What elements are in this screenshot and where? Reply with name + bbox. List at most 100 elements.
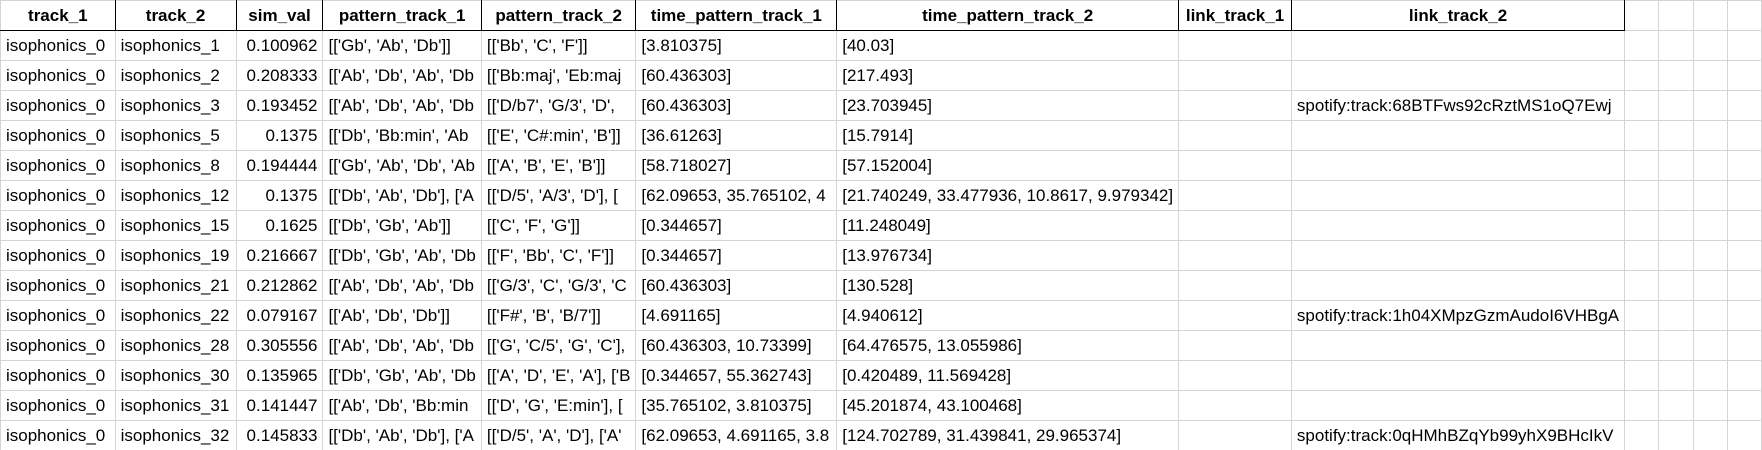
empty-cell[interactable] <box>1727 300 1762 331</box>
empty-cell[interactable] <box>1692 210 1729 241</box>
empty-cell[interactable] <box>1658 390 1694 421</box>
empty-cell[interactable] <box>1727 150 1762 181</box>
column-header-time-pattern-track-1[interactable]: time_pattern_track_1 <box>635 0 838 31</box>
empty-cell[interactable] <box>1692 420 1729 450</box>
empty-cell[interactable] <box>1624 180 1660 211</box>
cell-track-2[interactable]: isophonics_19 <box>114 240 237 271</box>
column-header-link-track-1[interactable]: link_track_1 <box>1178 0 1292 31</box>
cell-pattern-track-2[interactable]: [['G', 'C/5', 'G', 'C'], <box>480 330 637 361</box>
cell-pattern-track-2[interactable]: [['G/3', 'C', 'G/3', 'C <box>480 270 637 301</box>
empty-cell[interactable] <box>1624 300 1660 331</box>
cell-time-pattern-track-1[interactable]: [58.718027] <box>635 150 838 181</box>
cell-track-1[interactable]: isophonics_0 <box>0 120 116 151</box>
cell-track-1[interactable]: isophonics_0 <box>0 240 116 271</box>
cell-link-track-2[interactable]: spotify:track:68BTFws92cRztMS1oQ7Ewj <box>1290 90 1626 121</box>
empty-cell[interactable] <box>1624 210 1660 241</box>
cell-track-1[interactable]: isophonics_0 <box>0 330 116 361</box>
empty-cell[interactable] <box>1692 270 1729 301</box>
empty-cell[interactable] <box>1624 240 1660 271</box>
empty-cell[interactable] <box>1727 0 1762 31</box>
cell-time-pattern-track-1[interactable]: [36.61263] <box>635 120 838 151</box>
cell-pattern-track-1[interactable]: [['Ab', 'Db', 'Ab', 'Db <box>322 330 482 361</box>
cell-sim-val[interactable]: 0.208333 <box>235 60 324 91</box>
empty-cell[interactable] <box>1624 270 1660 301</box>
cell-time-pattern-track-1[interactable]: [60.436303] <box>635 270 838 301</box>
empty-cell[interactable] <box>1658 30 1694 61</box>
empty-cell[interactable] <box>1727 240 1762 271</box>
cell-link-track-2[interactable] <box>1290 360 1626 391</box>
cell-link-track-2[interactable] <box>1290 330 1626 361</box>
cell-link-track-2[interactable] <box>1290 390 1626 421</box>
cell-pattern-track-1[interactable]: [['Db', 'Ab', 'Db'], ['A <box>322 180 482 211</box>
cell-sim-val[interactable]: 0.193452 <box>235 90 324 121</box>
cell-pattern-track-2[interactable]: [['F#', 'B', 'B/7']] <box>480 300 637 331</box>
empty-cell[interactable] <box>1692 0 1729 31</box>
empty-cell[interactable] <box>1624 30 1660 61</box>
empty-cell[interactable] <box>1658 210 1694 241</box>
cell-pattern-track-1[interactable]: [['Ab', 'Db', 'Ab', 'Db <box>322 60 482 91</box>
empty-cell[interactable] <box>1692 30 1729 61</box>
cell-track-2[interactable]: isophonics_28 <box>114 330 237 361</box>
cell-pattern-track-1[interactable]: [['Ab', 'Db', 'Ab', 'Db <box>322 90 482 121</box>
cell-link-track-1[interactable] <box>1178 270 1292 301</box>
cell-time-pattern-track-1[interactable]: [0.344657, 55.362743] <box>635 360 838 391</box>
empty-cell[interactable] <box>1624 330 1660 361</box>
empty-cell[interactable] <box>1727 180 1762 211</box>
empty-cell[interactable] <box>1692 360 1729 391</box>
cell-sim-val[interactable]: 0.079167 <box>235 300 324 331</box>
empty-cell[interactable] <box>1692 60 1729 91</box>
empty-cell[interactable] <box>1727 330 1762 361</box>
cell-sim-val[interactable]: 0.1375 <box>235 180 324 211</box>
cell-track-2[interactable]: isophonics_5 <box>114 120 237 151</box>
cell-pattern-track-1[interactable]: [['Ab', 'Db', 'Ab', 'Db <box>322 270 482 301</box>
cell-link-track-1[interactable] <box>1178 240 1292 271</box>
cell-time-pattern-track-2[interactable]: [40.03] <box>836 30 1180 61</box>
cell-link-track-1[interactable] <box>1178 60 1292 91</box>
cell-sim-val[interactable]: 0.305556 <box>235 330 324 361</box>
empty-cell[interactable] <box>1692 120 1729 151</box>
cell-track-1[interactable]: isophonics_0 <box>0 30 116 61</box>
cell-time-pattern-track-1[interactable]: [0.344657] <box>635 210 838 241</box>
cell-pattern-track-2[interactable]: [['D/5', 'A', 'D'], ['A' <box>480 420 637 450</box>
cell-link-track-2[interactable] <box>1290 30 1626 61</box>
cell-sim-val[interactable]: 0.194444 <box>235 150 324 181</box>
cell-pattern-track-1[interactable]: [['Db', 'Ab', 'Db'], ['A <box>322 420 482 450</box>
cell-link-track-1[interactable] <box>1178 390 1292 421</box>
cell-time-pattern-track-1[interactable]: [60.436303, 10.73399] <box>635 330 838 361</box>
empty-cell[interactable] <box>1624 60 1660 91</box>
cell-link-track-1[interactable] <box>1178 420 1292 450</box>
empty-cell[interactable] <box>1658 60 1694 91</box>
cell-link-track-2[interactable] <box>1290 120 1626 151</box>
cell-time-pattern-track-1[interactable]: [62.09653, 35.765102, 4 <box>635 180 838 211</box>
empty-cell[interactable] <box>1658 240 1694 271</box>
cell-track-1[interactable]: isophonics_0 <box>0 210 116 241</box>
cell-track-2[interactable]: isophonics_3 <box>114 90 237 121</box>
empty-cell[interactable] <box>1658 120 1694 151</box>
cell-time-pattern-track-1[interactable]: [0.344657] <box>635 240 838 271</box>
cell-track-1[interactable]: isophonics_0 <box>0 60 116 91</box>
empty-cell[interactable] <box>1624 420 1660 450</box>
empty-cell[interactable] <box>1658 270 1694 301</box>
cell-pattern-track-1[interactable]: [['Ab', 'Db', 'Bb:min <box>322 390 482 421</box>
cell-time-pattern-track-2[interactable]: [130.528] <box>836 270 1180 301</box>
column-header-sim-val[interactable]: sim_val <box>235 0 324 31</box>
empty-cell[interactable] <box>1727 360 1762 391</box>
cell-pattern-track-2[interactable]: [['A', 'B', 'E', 'B']] <box>480 150 637 181</box>
empty-cell[interactable] <box>1658 360 1694 391</box>
cell-track-1[interactable]: isophonics_0 <box>0 360 116 391</box>
empty-cell[interactable] <box>1624 360 1660 391</box>
empty-cell[interactable] <box>1658 150 1694 181</box>
cell-time-pattern-track-2[interactable]: [13.976734] <box>836 240 1180 271</box>
cell-track-2[interactable]: isophonics_8 <box>114 150 237 181</box>
cell-pattern-track-2[interactable]: [['Bb:maj', 'Eb:maj <box>480 60 637 91</box>
cell-time-pattern-track-2[interactable]: [57.152004] <box>836 150 1180 181</box>
cell-link-track-1[interactable] <box>1178 210 1292 241</box>
cell-track-2[interactable]: isophonics_15 <box>114 210 237 241</box>
cell-time-pattern-track-1[interactable]: [60.436303] <box>635 90 838 121</box>
cell-pattern-track-1[interactable]: [['Db', 'Gb', 'Ab', 'Db <box>322 240 482 271</box>
column-header-pattern-track-1[interactable]: pattern_track_1 <box>322 0 482 31</box>
cell-link-track-2[interactable] <box>1290 150 1626 181</box>
cell-time-pattern-track-2[interactable]: [0.420489, 11.569428] <box>836 360 1180 391</box>
cell-pattern-track-2[interactable]: [['C', 'F', 'G']] <box>480 210 637 241</box>
cell-pattern-track-1[interactable]: [['Gb', 'Ab', 'Db', 'Ab <box>322 150 482 181</box>
